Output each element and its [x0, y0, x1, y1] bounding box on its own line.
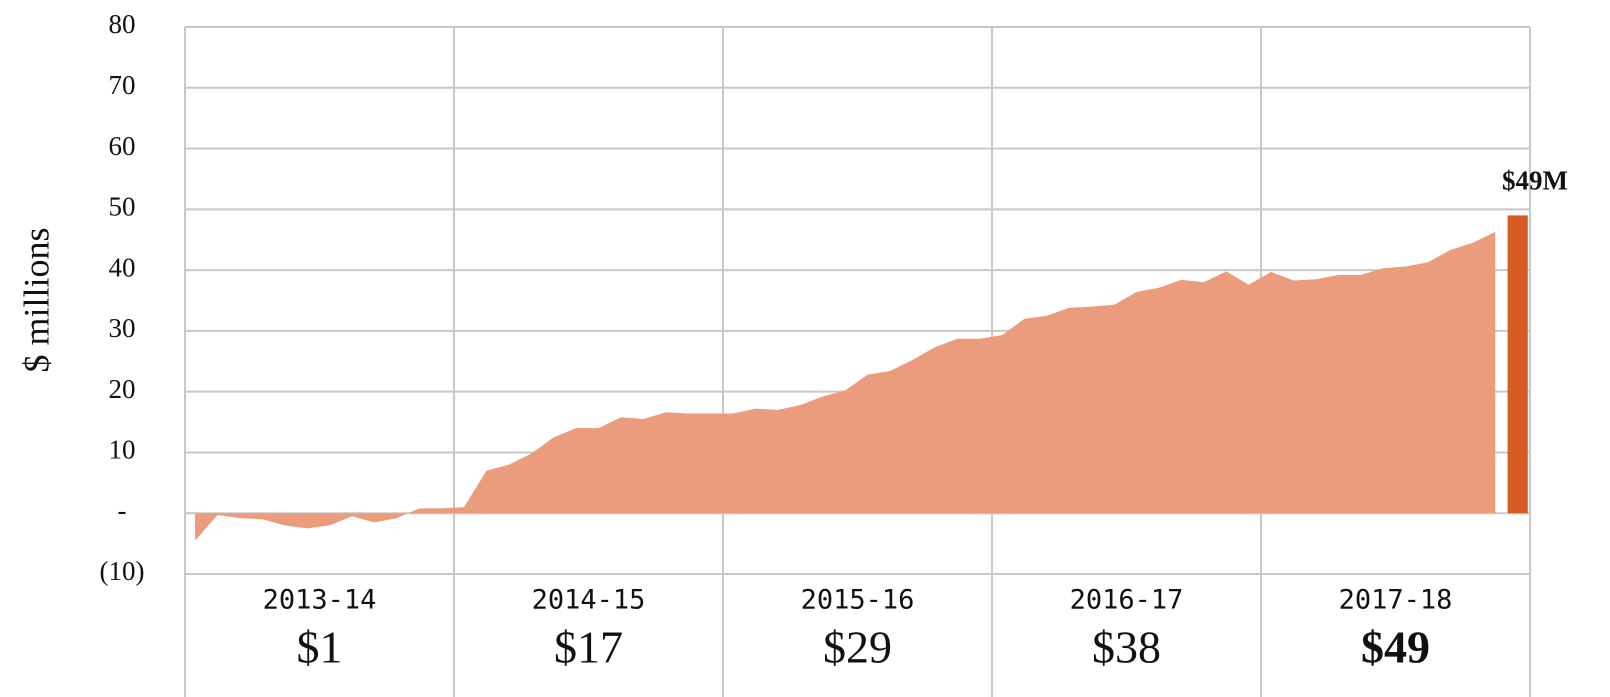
- x-tick-label: 2016-17: [1070, 585, 1184, 616]
- y-tick-label: 70: [109, 70, 136, 100]
- y-tick-label: 10: [109, 435, 136, 465]
- y-tick-label: 60: [109, 131, 136, 161]
- annotation: $49M: [1502, 166, 1568, 196]
- y-tick-label: 80: [109, 9, 136, 39]
- category-total: $49: [1361, 622, 1430, 673]
- y-tick-label: 50: [109, 192, 136, 222]
- category-total: $1: [297, 622, 343, 673]
- x-tick-label: 2014-15: [532, 585, 646, 616]
- x-tick-label: 2015-16: [801, 585, 915, 616]
- y-tick-label: 40: [109, 252, 136, 282]
- area: [195, 231, 1496, 541]
- category-total: $17: [554, 622, 623, 673]
- y-tick-label: 20: [109, 374, 136, 404]
- y-axis-label: $ millions: [16, 227, 56, 372]
- category-total: $38: [1092, 622, 1161, 673]
- y-tick-label: (10): [100, 556, 145, 586]
- y-tick-label: 30: [109, 313, 136, 343]
- category-total: $29: [823, 622, 892, 673]
- x-tick-label: 2017-18: [1339, 585, 1453, 616]
- y-tick-label: -: [118, 495, 127, 525]
- highlight-bar: [1507, 215, 1528, 514]
- x-tick-label: 2013-14: [263, 585, 377, 616]
